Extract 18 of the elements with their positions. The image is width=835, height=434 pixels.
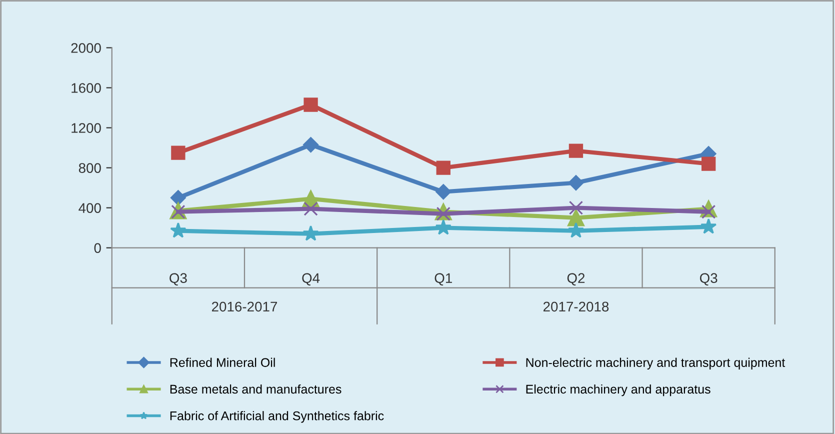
y-tick-label: 400 <box>78 203 101 213</box>
x-tick-label: Q2 <box>567 273 585 286</box>
y-tick-label: 2000 <box>71 43 101 53</box>
x-tick-label: Q3 <box>700 273 718 286</box>
legend-label: Fabric of Artificial and Synthetics fabric <box>170 411 384 423</box>
y-tick-label: 1200 <box>72 123 101 133</box>
text: 2017-2018 <box>543 302 609 312</box>
y-tick-label: 1600 <box>72 83 101 93</box>
legend-label: Refined Mineral Oil <box>170 358 275 367</box>
text: 2016-2017 <box>212 302 278 312</box>
y-tick-label: 0 <box>94 243 101 253</box>
x-tick-label: Q1 <box>434 273 452 286</box>
legend-label: Electric machinery and apparatus <box>526 384 710 396</box>
x-tick-label: Q3 <box>170 273 187 286</box>
y-tick-label: 800 <box>78 163 101 173</box>
x-tick-label: Q4 <box>302 273 320 286</box>
legend-label: Non-electric machinery and transport quipment <box>526 358 786 370</box>
legend-label: Base metals and manufactures <box>170 384 342 394</box>
